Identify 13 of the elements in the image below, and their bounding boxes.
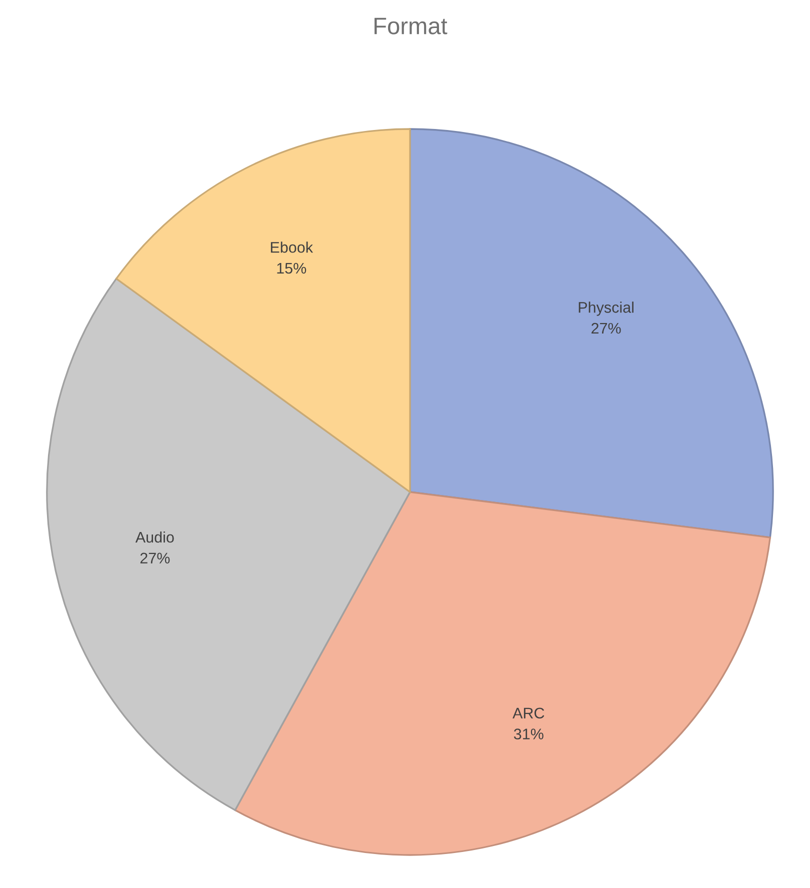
data-label: 31% [514,728,544,740]
slice-label: Ebook [270,242,314,253]
pie-slice [234,491,771,856]
data-label: 27% [592,322,621,334]
chart-title: Format [374,18,448,34]
slice-label: ARC [512,708,544,719]
pie-slice [46,278,411,811]
slice-label: Audio [135,531,174,543]
data-label: 27% [140,552,170,564]
data-label: 15% [277,262,306,274]
pie-slice [409,128,774,538]
slice-label: Physcial [578,302,634,316]
pie-slice [115,128,411,493]
